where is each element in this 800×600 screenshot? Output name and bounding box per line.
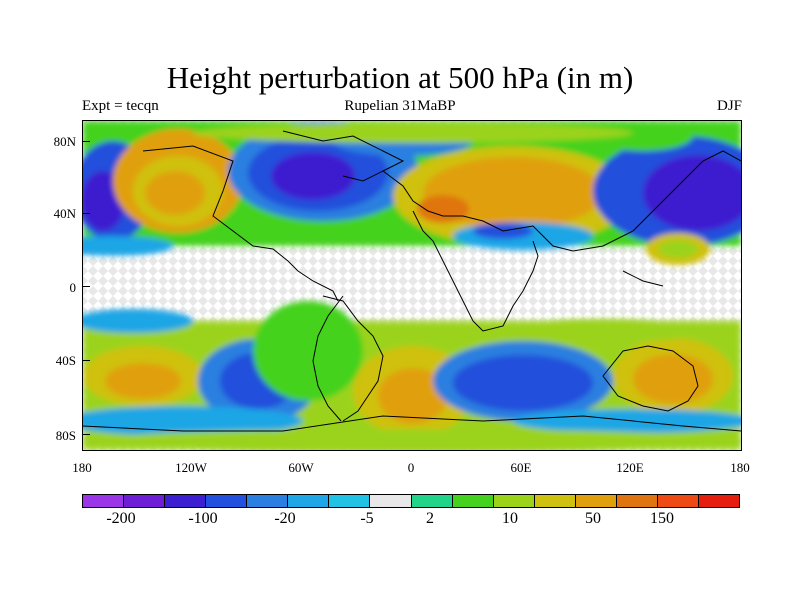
colorbar-label: -100 bbox=[188, 510, 218, 527]
lon-label-120w: 120W bbox=[175, 460, 207, 475]
colorbar-swatch bbox=[370, 495, 412, 507]
lon-label-120e: 120E bbox=[616, 460, 644, 475]
lon-label-0: 0 bbox=[407, 460, 415, 475]
colorbar-label: -5 bbox=[360, 510, 374, 527]
colorbar-label: -20 bbox=[274, 510, 296, 527]
colorbar-label: -200 bbox=[106, 510, 136, 527]
colorbar-swatch bbox=[288, 495, 330, 507]
lon-label-180w: 180 bbox=[72, 460, 92, 475]
experiment-label: Expt = tecqn bbox=[82, 98, 159, 114]
colorbar-swatch bbox=[124, 495, 166, 507]
period-label: Rupelian 31MaBP bbox=[344, 98, 456, 114]
colorbar-swatch bbox=[165, 495, 207, 507]
lat-tick bbox=[82, 141, 90, 142]
lat-label-40s: 40S bbox=[55, 353, 76, 368]
colorbar-label: 50 bbox=[585, 510, 601, 527]
lat-tick bbox=[82, 434, 90, 435]
lat-label-80n: 80N bbox=[53, 134, 76, 149]
lon-label-60e: 60E bbox=[510, 460, 532, 475]
height-perturbation-map bbox=[83, 121, 741, 450]
colorbar-swatch bbox=[206, 495, 248, 507]
map-panel bbox=[82, 120, 742, 451]
lat-tick bbox=[82, 213, 90, 214]
colorbar-swatch bbox=[411, 495, 453, 507]
colorbar-swatch bbox=[534, 495, 576, 507]
lat-tick bbox=[82, 286, 90, 287]
colorbar-swatch bbox=[329, 495, 371, 507]
plot-title: Height perturbation at 500 hPa (in m) bbox=[166, 60, 634, 95]
lat-label-40n: 40N bbox=[53, 206, 76, 221]
lon-label-60w: 60W bbox=[288, 460, 314, 475]
colorbar-swatch bbox=[247, 495, 289, 507]
colorbar-swatch bbox=[657, 495, 699, 507]
lat-tick bbox=[82, 360, 90, 361]
season-label: DJF bbox=[716, 98, 742, 114]
coastlines bbox=[83, 130, 741, 432]
colorbar-swatch bbox=[493, 495, 535, 507]
colorbar-swatch bbox=[83, 495, 125, 507]
lat-label-80s: 80S bbox=[55, 428, 76, 443]
colorbar-label: 10 bbox=[502, 510, 518, 527]
colorbar bbox=[82, 494, 740, 508]
colorbar-swatch bbox=[575, 495, 617, 507]
colorbar-label: 2 bbox=[426, 510, 434, 527]
lon-label-180e: 180 bbox=[730, 460, 750, 475]
contour-fields bbox=[83, 121, 741, 450]
colorbar-swatch bbox=[452, 495, 494, 507]
lat-label-0: 0 bbox=[69, 280, 77, 295]
colorbar-label: 150 bbox=[650, 510, 674, 527]
colorbar-swatch bbox=[698, 495, 739, 507]
colorbar-swatch bbox=[616, 495, 658, 507]
